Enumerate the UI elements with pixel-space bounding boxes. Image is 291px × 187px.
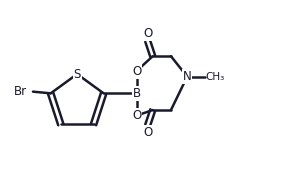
Text: B: B xyxy=(132,87,141,100)
Text: Br: Br xyxy=(14,85,27,98)
Text: O: O xyxy=(132,109,141,122)
Text: O: O xyxy=(143,27,152,40)
Text: S: S xyxy=(73,68,81,81)
Text: N: N xyxy=(183,70,191,83)
Text: O: O xyxy=(143,126,152,139)
Text: O: O xyxy=(132,65,141,78)
Text: CH₃: CH₃ xyxy=(206,72,225,82)
